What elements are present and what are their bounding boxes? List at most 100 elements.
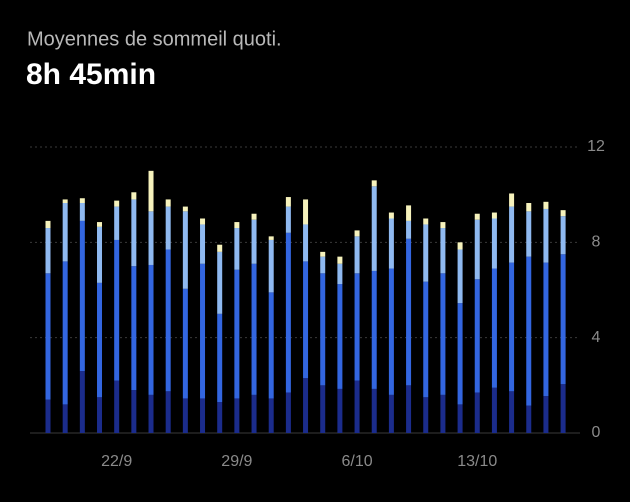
bar-segment	[114, 380, 120, 433]
bar-segment	[200, 224, 206, 264]
y-tick-label: 8	[592, 234, 601, 251]
bar-segment	[303, 199, 309, 225]
bar-segment	[79, 220, 85, 372]
bar-segment	[406, 220, 412, 239]
bar-segment	[526, 211, 532, 257]
bar-segment	[543, 396, 549, 433]
bar-segment	[509, 391, 515, 433]
bar-segment	[79, 198, 85, 204]
bar-segment	[234, 222, 240, 229]
bar-segment	[354, 380, 360, 433]
bar-segment	[509, 262, 515, 392]
bar-segment	[79, 371, 85, 433]
x-tick-label: 6/10	[341, 453, 372, 470]
bar-segment	[114, 200, 120, 207]
bar-segment	[440, 273, 446, 395]
bar-segment	[131, 266, 137, 391]
bar-segment	[114, 239, 120, 381]
bar-segment	[148, 211, 154, 265]
subtitle: Moyennes de sommeil quoti.	[27, 28, 282, 50]
bar-segment	[165, 206, 171, 250]
bar-segment	[251, 263, 257, 395]
bar-segment	[303, 224, 309, 262]
bar-segment	[114, 206, 120, 240]
bar-segment	[200, 398, 206, 433]
bar-segment	[62, 199, 68, 204]
bar-segment	[423, 218, 429, 225]
bar-segment	[474, 392, 480, 433]
bar-segment	[268, 239, 274, 293]
bar-segment	[388, 268, 394, 395]
bar-segment	[165, 249, 171, 392]
bar-segment	[406, 238, 412, 386]
bar-segment	[234, 398, 240, 433]
bar-segment	[423, 224, 429, 282]
bar-segment	[371, 270, 377, 389]
bar-segment	[62, 261, 68, 405]
bar-segment	[560, 254, 566, 385]
bar-segment	[371, 388, 377, 433]
bar-segment	[560, 210, 566, 217]
bar-segment	[491, 387, 497, 433]
bar-segment	[388, 212, 394, 219]
bar-segment	[97, 222, 103, 227]
bar-segment	[285, 232, 291, 393]
bar-segment	[543, 262, 549, 397]
bar-segment	[337, 284, 343, 389]
bar-segment	[509, 193, 515, 207]
bar-segment	[285, 392, 291, 433]
bar-segment	[491, 268, 497, 388]
bar-segment	[388, 218, 394, 269]
bar-segment	[474, 213, 480, 220]
bar-segment	[97, 226, 103, 283]
bar-segment	[165, 199, 171, 207]
bar-segment	[371, 186, 377, 271]
bar-segment	[251, 219, 257, 264]
bar-segment	[217, 402, 223, 433]
bar-segment	[526, 405, 532, 433]
bar-segment	[97, 282, 103, 398]
bar-segment	[97, 397, 103, 433]
bar-segment	[234, 269, 240, 399]
bar-segment	[457, 303, 463, 405]
bar-segment	[45, 273, 51, 400]
bar-segment	[285, 206, 291, 233]
x-tick-label: 29/9	[221, 453, 252, 470]
bar-segment	[148, 264, 154, 395]
bar-segment	[45, 399, 51, 433]
bar-segment	[217, 251, 223, 314]
bar-segment	[457, 249, 463, 304]
bar-segment	[354, 273, 360, 381]
bar-segment	[320, 256, 326, 274]
bar-segment	[45, 228, 51, 274]
bar-segment	[217, 244, 223, 252]
bar-segment	[440, 394, 446, 433]
bar-segment	[388, 394, 394, 433]
bar-segment	[320, 251, 326, 257]
bar-segment	[423, 397, 429, 433]
bar-segment	[131, 199, 137, 267]
bar-segment	[354, 236, 360, 274]
bar-segment	[79, 203, 85, 221]
bar-segment	[182, 211, 188, 289]
bar-segment	[337, 256, 343, 264]
bar-segment	[182, 206, 188, 212]
average-value: 8h 45min	[26, 58, 156, 91]
bar-segment	[491, 218, 497, 269]
bar-segment	[148, 170, 154, 212]
bar-segment	[217, 313, 223, 403]
bar-segment	[251, 394, 257, 433]
bar-segment	[131, 192, 137, 200]
bar-segment	[45, 220, 51, 229]
bar-segment	[526, 256, 532, 406]
bar-segment	[251, 213, 257, 220]
bar-segment	[131, 390, 137, 433]
bar-segment	[268, 236, 274, 240]
bar-segment	[474, 219, 480, 280]
bar-segment	[165, 391, 171, 433]
bar-segment	[62, 404, 68, 433]
bar-segment	[337, 263, 343, 285]
bar-segment	[440, 222, 446, 229]
